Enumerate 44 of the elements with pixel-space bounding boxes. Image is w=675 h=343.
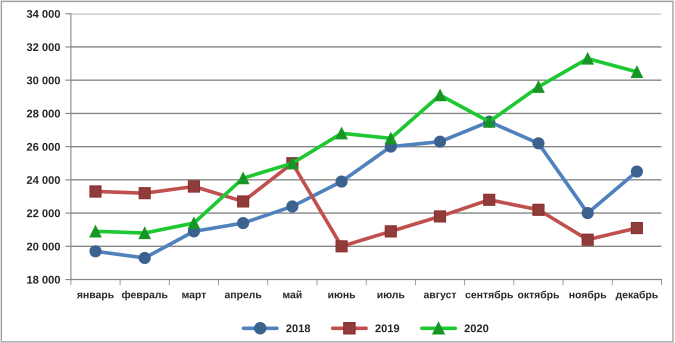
point bbox=[532, 204, 545, 216]
x-tick-label: сентябрь bbox=[466, 290, 513, 300]
y-tick-label: 20 000 bbox=[26, 242, 60, 250]
point bbox=[384, 225, 397, 238]
x-tick-label: август bbox=[424, 292, 456, 300]
x-tick-label: декабрь bbox=[616, 290, 658, 300]
x-tick-label: апрель bbox=[224, 292, 262, 300]
point bbox=[630, 165, 643, 178]
x-tick-label: октябрь bbox=[518, 290, 559, 300]
point bbox=[138, 187, 151, 200]
y-tick-label: 34 000 bbox=[26, 10, 60, 18]
point bbox=[483, 194, 496, 206]
point bbox=[532, 137, 545, 150]
y-tick-label: 24 000 bbox=[26, 176, 60, 184]
point bbox=[630, 222, 643, 234]
x-tick-label: июнь bbox=[328, 292, 356, 298]
x-tick-label: май bbox=[283, 290, 302, 298]
y-tick-label: 18 000 bbox=[27, 276, 60, 284]
point bbox=[582, 207, 594, 220]
y-tick-label: 32 000 bbox=[26, 43, 60, 52]
point bbox=[188, 180, 200, 193]
y-tick-label: 26 000 bbox=[26, 142, 60, 151]
y-tick-label: 30 000 bbox=[26, 76, 60, 84]
x-tick-label: ноябрь bbox=[570, 290, 606, 300]
x-tick-label: январь bbox=[76, 292, 114, 300]
point bbox=[434, 136, 446, 148]
point bbox=[89, 185, 102, 198]
point bbox=[336, 175, 348, 188]
point bbox=[89, 245, 102, 258]
legend-label: 2020 bbox=[464, 324, 488, 332]
point bbox=[237, 195, 250, 208]
x-tick-label: февраль bbox=[122, 290, 168, 300]
point bbox=[237, 216, 250, 230]
legend-label: 2019 bbox=[375, 324, 400, 332]
point bbox=[336, 240, 348, 252]
x-tick-label: июль bbox=[377, 292, 404, 298]
x-tick-label: март bbox=[182, 292, 206, 300]
point bbox=[286, 200, 298, 213]
legend-label: 2018 bbox=[286, 324, 310, 332]
y-tick-label: 22 000 bbox=[26, 209, 60, 218]
point bbox=[138, 252, 151, 264]
point bbox=[582, 234, 594, 246]
point bbox=[434, 210, 446, 222]
y-tick-label: 28 000 bbox=[26, 110, 60, 118]
